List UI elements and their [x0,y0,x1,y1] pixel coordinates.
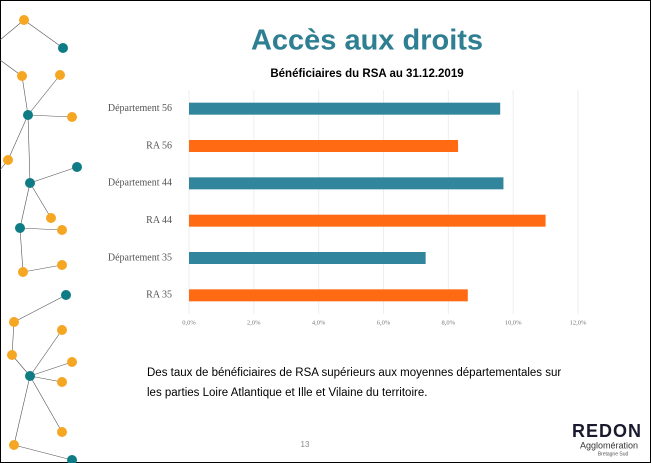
bar [189,289,468,302]
x-tick-label: 10,0% [505,319,522,326]
bar [189,102,501,115]
x-tick-label: 2,0% [247,319,261,326]
chart-title: Bénéficiaires du RSA au 31.12.2019 [270,68,463,80]
y-tick-label: RA 56 [146,140,172,151]
logo-name: REDON [572,421,642,441]
bar [189,214,546,227]
page-number: 13 [301,440,310,449]
body-text: les parties Loire Atlantique et Ille et … [147,387,427,399]
x-tick-label: 12,0% [570,319,587,326]
decoration [0,15,82,463]
y-tick-label: RA 44 [146,215,172,226]
bar [189,140,459,152]
y-tick-label: RA 35 [146,290,172,301]
slide-title: Accès aux droits [251,25,483,57]
y-tick-label: Département 44 [108,178,172,189]
y-tick-label: Département 35 [108,252,172,263]
logo-subtitle: Agglomération [580,440,638,450]
bar [189,252,426,264]
logo-tagline: Bretagne Sud [598,451,629,457]
x-tick-label: 6,0% [377,319,391,326]
x-tick-label: 4,0% [312,319,326,326]
body-text: Des taux de bénéficiaires de RSA supérie… [147,367,561,379]
bar [189,177,504,190]
x-tick-label: 0,0% [182,319,196,326]
y-tick-label: Département 56 [108,103,172,114]
x-tick-label: 8,0% [442,319,456,326]
